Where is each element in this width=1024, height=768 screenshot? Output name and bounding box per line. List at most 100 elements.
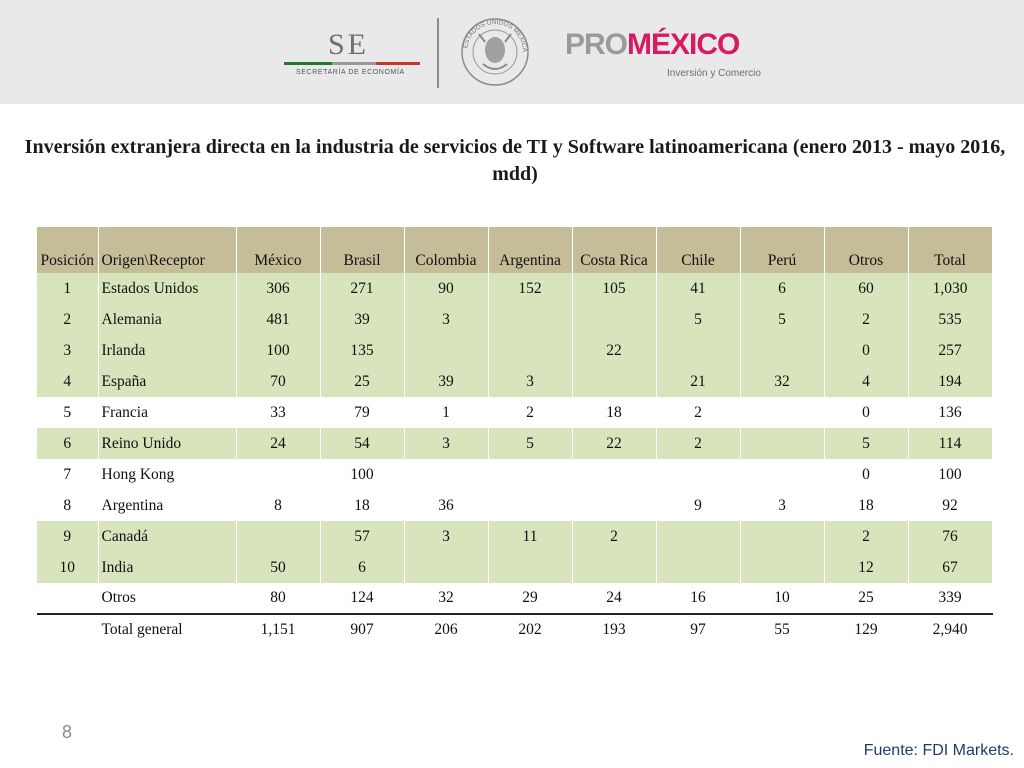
cell-peru: 5 (740, 304, 825, 335)
cell-peru: 10 (740, 583, 825, 615)
cell-argentina (488, 490, 573, 521)
promexico-subtitle: Inversión y Comercio (667, 68, 761, 79)
cell-colombia: 3 (404, 304, 489, 335)
cell-origen: Otros (98, 583, 237, 615)
cell-colombia: 3 (404, 428, 489, 459)
cell-brasil: 18 (320, 490, 405, 521)
cell-costa-rica (572, 459, 657, 490)
cell-chile: 2 (656, 428, 741, 459)
table-row: 9 Canadá 57 3 11 2 2 76 (37, 521, 993, 552)
table-row: 8 Argentina 8 18 36 9 3 18 92 (37, 490, 993, 521)
slide-title: Inversión extranjera directa en la indus… (24, 136, 1006, 185)
cell-posicion (37, 614, 99, 645)
cell-posicion: 9 (37, 521, 99, 552)
cell-brasil: 54 (320, 428, 405, 459)
cell-otros: 60 (824, 273, 909, 304)
cell-posicion: 4 (37, 366, 99, 397)
table-row: 2 Alemania 481 39 3 5 5 2 535 (37, 304, 993, 335)
table-row: 4 España 70 25 39 3 21 32 4 194 (37, 366, 993, 397)
table-row: 6 Reino Unido 24 54 3 5 22 2 5 114 (37, 428, 993, 459)
cell-origen: Francia (98, 397, 237, 428)
promexico-wordmark: PROMÉXICO (565, 28, 740, 62)
investment-table: Posición Origen\Receptor México Brasil C… (37, 227, 993, 645)
page-number: 8 (62, 722, 73, 742)
cell-chile: 9 (656, 490, 741, 521)
cell-mexico: 33 (236, 397, 321, 428)
cell-posicion: 5 (37, 397, 99, 428)
cell-posicion: 8 (37, 490, 99, 521)
cell-brasil: 135 (320, 335, 405, 366)
cell-peru (740, 521, 825, 552)
cell-otros: 25 (824, 583, 909, 615)
cell-costa-rica (572, 304, 657, 335)
cell-brasil: 124 (320, 583, 405, 615)
table-row: 7 Hong Kong 100 0 100 (37, 459, 993, 490)
cell-brasil: 25 (320, 366, 405, 397)
cell-chile (656, 521, 741, 552)
cell-otros: 0 (824, 335, 909, 366)
source-note: Fuente: FDI Markets. (863, 742, 1014, 759)
header-total: Total (908, 227, 993, 273)
cell-colombia (404, 552, 489, 583)
table-header-row: Posición Origen\Receptor México Brasil C… (37, 227, 993, 273)
header-band (0, 0, 1024, 104)
header-posicion: Posición (37, 227, 99, 273)
cell-brasil: 907 (320, 614, 405, 645)
cell-total: 100 (908, 459, 993, 490)
cell-colombia: 90 (404, 273, 489, 304)
cell-chile (656, 552, 741, 583)
table-row: 3 Irlanda 100 135 22 0 257 (37, 335, 993, 366)
cell-peru (740, 397, 825, 428)
header-costa-rica: Costa Rica (572, 227, 657, 273)
cell-mexico (236, 459, 321, 490)
cell-origen: India (98, 552, 237, 583)
cell-chile: 97 (656, 614, 741, 645)
header-mexico: México (236, 227, 321, 273)
cell-posicion: 3 (37, 335, 99, 366)
header-peru: Perú (740, 227, 825, 273)
cell-origen: Total general (98, 614, 237, 645)
cell-argentina: 29 (488, 583, 573, 615)
cell-costa-rica: 2 (572, 521, 657, 552)
cell-posicion: 6 (37, 428, 99, 459)
cell-mexico: 24 (236, 428, 321, 459)
se-logo-bar-green (284, 62, 332, 65)
cell-mexico: 8 (236, 490, 321, 521)
cell-otros: 0 (824, 397, 909, 428)
se-logo-bar-grey (332, 62, 376, 65)
header-colombia: Colombia (404, 227, 489, 273)
se-logo-subtitle: SECRETARÍA DE ECONOMÍA (296, 69, 405, 76)
cell-mexico (236, 521, 321, 552)
cell-argentina (488, 335, 573, 366)
cell-colombia: 39 (404, 366, 489, 397)
cell-peru (740, 459, 825, 490)
table-row: 5 Francia 33 79 1 2 18 2 0 136 (37, 397, 993, 428)
cell-costa-rica (572, 552, 657, 583)
cell-total: 76 (908, 521, 993, 552)
promexico-logo: PROMÉXICO Inversión y Comercio (565, 28, 765, 84)
cell-otros: 2 (824, 521, 909, 552)
cell-total: 339 (908, 583, 993, 615)
cell-mexico: 1,151 (236, 614, 321, 645)
cell-otros: 2 (824, 304, 909, 335)
header-brasil: Brasil (320, 227, 405, 273)
cell-otros: 129 (824, 614, 909, 645)
cell-total: 257 (908, 335, 993, 366)
cell-otros: 18 (824, 490, 909, 521)
cell-argentina: 202 (488, 614, 573, 645)
cell-chile (656, 335, 741, 366)
cell-argentina: 152 (488, 273, 573, 304)
table-row: 10 India 50 6 12 67 (37, 552, 993, 583)
cell-chile: 5 (656, 304, 741, 335)
cell-brasil: 271 (320, 273, 405, 304)
cell-posicion: 2 (37, 304, 99, 335)
cell-costa-rica: 105 (572, 273, 657, 304)
cell-peru (740, 428, 825, 459)
cell-mexico: 100 (236, 335, 321, 366)
cell-argentina (488, 552, 573, 583)
cell-origen: Alemania (98, 304, 237, 335)
mexico-seal-icon: ESTADOS UNIDOS MEXICANOS (459, 12, 529, 86)
cell-otros: 4 (824, 366, 909, 397)
cell-peru: 32 (740, 366, 825, 397)
cell-total: 194 (908, 366, 993, 397)
